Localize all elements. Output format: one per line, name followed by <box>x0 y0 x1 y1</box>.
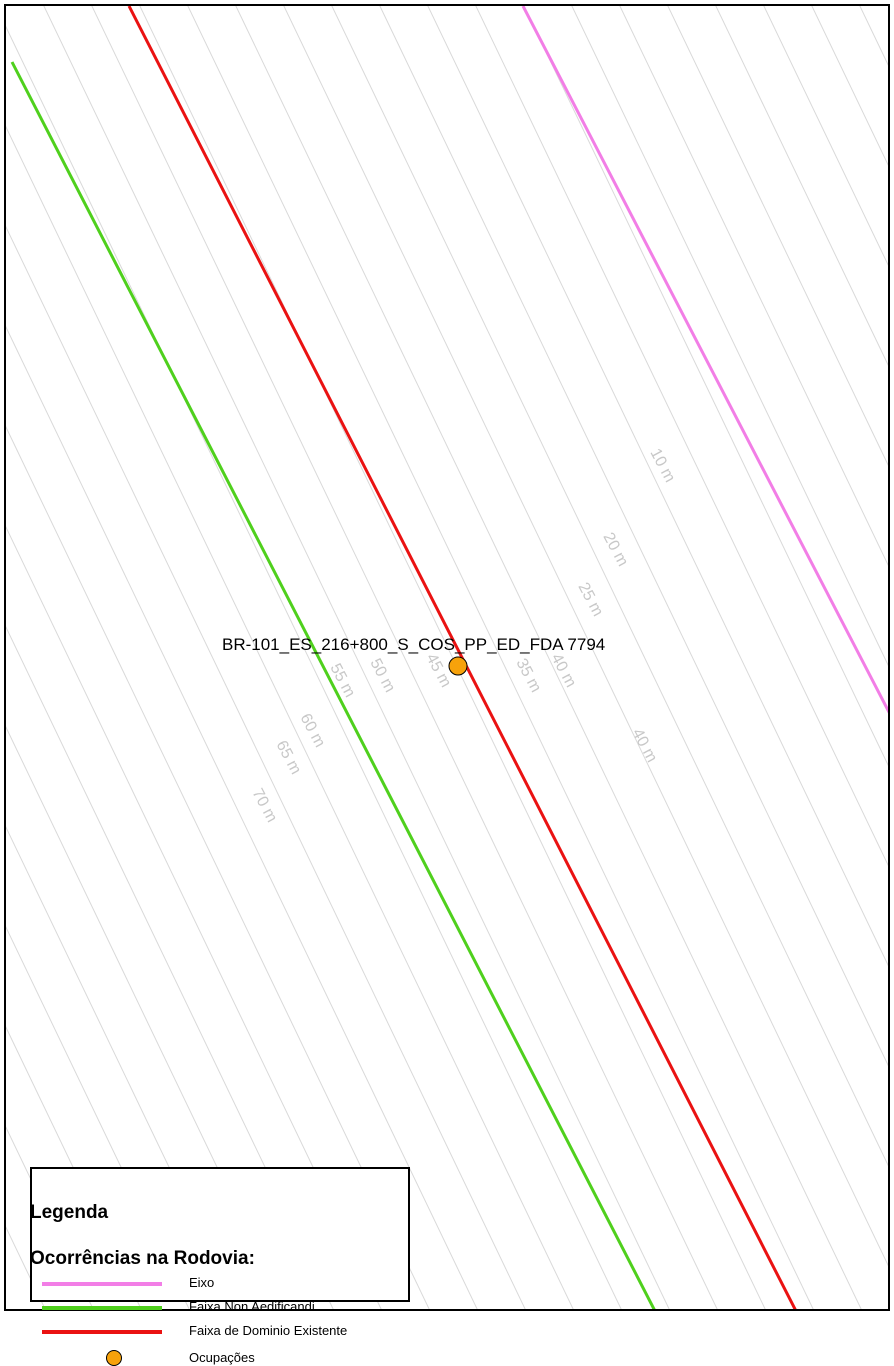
legend-non-aedificandi-label: Faixa Non Aedificandi <box>189 1299 315 1314</box>
faixa-non-aedificandi-line <box>10 61 656 1309</box>
buffer-line <box>6 125 574 1309</box>
buffer-line <box>379 6 888 1067</box>
buffer-line <box>427 6 888 967</box>
buffer-label: 40 m <box>547 651 579 690</box>
buffer-label: 20 m <box>599 530 631 569</box>
buffer-line <box>6 1026 142 1309</box>
legend-dominio-label: Faixa de Dominio Existente <box>189 1323 348 1338</box>
buffer-line <box>715 6 888 366</box>
buffer-line <box>139 6 766 1309</box>
buffer-line <box>6 526 382 1309</box>
buffer-label: 70 m <box>248 786 280 825</box>
buffer-line <box>859 6 888 66</box>
buffer-line <box>763 6 888 266</box>
buffer-line <box>6 25 622 1309</box>
buffer-line <box>6 426 430 1309</box>
buffer-line <box>187 6 814 1309</box>
buffer-lines <box>6 6 888 1311</box>
buffer-line <box>331 6 888 1167</box>
buffer-line <box>523 6 888 766</box>
occurrence-label: BR-101_ES_216+800_S_COS_PP_ED_FDA 7794 <box>222 635 605 654</box>
buffer-line <box>6 6 47 1311</box>
buffer-line <box>6 326 478 1309</box>
buffer-line <box>475 6 888 867</box>
buffer-line <box>811 6 888 166</box>
legend-dominio-swatch <box>42 1330 162 1334</box>
buffer-label: 25 m <box>574 580 606 619</box>
buffer-line <box>667 6 888 466</box>
buffer-line <box>6 1126 94 1309</box>
legend-title: Legenda <box>30 1202 109 1223</box>
buffer-line <box>6 1226 46 1309</box>
buffer-line <box>6 225 526 1309</box>
buffer-label: 45 m <box>422 651 454 690</box>
buffer-line <box>235 6 862 1309</box>
buffer-label: 35 m <box>512 656 544 695</box>
legend-ocupacoes-label: Ocupações <box>189 1350 255 1365</box>
buffer-line <box>619 6 888 566</box>
buffer-label: 65 m <box>272 738 304 777</box>
legend-subtitle: Ocorrências na Rodovia: <box>30 1248 255 1269</box>
buffer-line <box>283 6 888 1267</box>
legend-non-aedificandi-swatch <box>42 1306 162 1310</box>
occurrence-point[interactable] <box>448 656 468 676</box>
buffer-line <box>6 626 334 1309</box>
buffer-label: 40 m <box>628 726 660 765</box>
buffer-label: 50 m <box>366 656 398 695</box>
buffer-line <box>6 926 190 1309</box>
legend-ocupacoes-swatch <box>106 1350 122 1366</box>
map-frame[interactable]: 10 m 20 m 25 m 35 m 40 m 45 m 50 m 55 m … <box>4 4 890 1311</box>
legend-eixo-swatch <box>42 1282 162 1286</box>
buffer-line <box>6 826 238 1309</box>
buffer-label: 10 m <box>646 446 678 485</box>
legend-eixo-label: Eixo <box>189 1275 215 1290</box>
buffer-line <box>571 6 888 666</box>
eixo-line <box>521 6 888 714</box>
buffer-line <box>91 6 718 1309</box>
buffer-line <box>43 6 670 1309</box>
buffer-label: 60 m <box>296 711 328 750</box>
legend-box <box>30 1167 410 1302</box>
buffer-line <box>6 726 286 1309</box>
map-canvas[interactable]: 10 m 20 m 25 m 35 m 40 m 45 m 50 m 55 m … <box>6 6 890 1311</box>
